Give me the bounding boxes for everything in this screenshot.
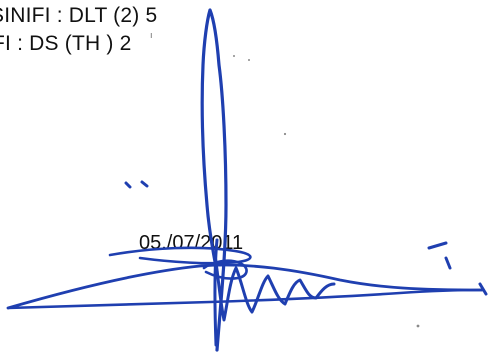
class-line-1: SINIFI : DLT (2) 5 <box>0 4 158 27</box>
class-line-2: FI : DS (TH ) 2 <box>0 32 132 55</box>
date-text: 05./07/2011 <box>139 232 244 254</box>
tiny-mark: ı <box>150 30 153 40</box>
